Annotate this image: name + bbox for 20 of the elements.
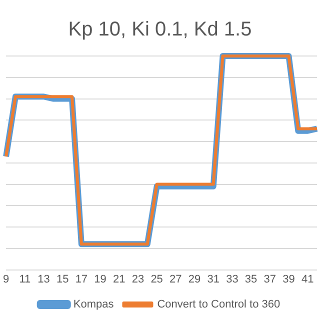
- x-tick-label: 27: [170, 273, 182, 286]
- x-tick-label: 19: [94, 273, 106, 286]
- x-tick-label: 15: [56, 273, 69, 286]
- x-tick-label: 29: [188, 273, 201, 286]
- legend-label: Kompas: [73, 298, 114, 311]
- x-tick-label: 25: [150, 273, 163, 286]
- x-tick-label: 39: [282, 273, 295, 286]
- x-tick-label: 41: [301, 273, 314, 286]
- x-tick-label: 23: [132, 273, 144, 286]
- x-tick-label: 37: [264, 273, 276, 286]
- x-tick-label: 11: [19, 273, 31, 286]
- chart-title: Kp 10, Ki 0.1, Kd 1.5: [68, 18, 252, 41]
- legend-label: Convert to Control to 360: [157, 298, 280, 311]
- x-tick-label: 17: [75, 273, 88, 286]
- x-tick-label: 35: [244, 273, 258, 286]
- x-tick-label: 13: [38, 273, 50, 286]
- x-tick-label: 21: [113, 273, 126, 286]
- x-tick-label: 33: [226, 273, 238, 286]
- x-tick-label: 31: [207, 273, 220, 286]
- x-tick-label: 9: [2, 273, 10, 286]
